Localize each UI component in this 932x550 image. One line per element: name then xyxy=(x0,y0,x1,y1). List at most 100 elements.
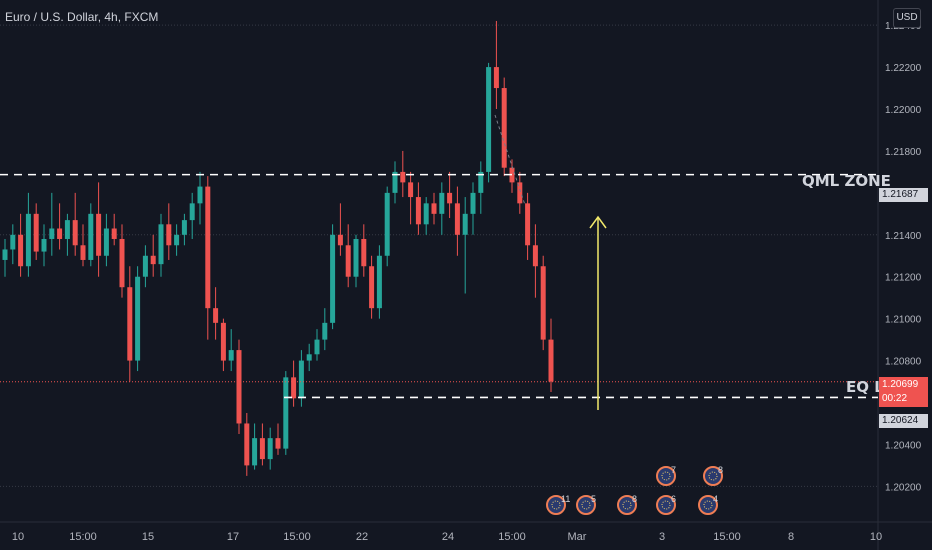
event-count: 4 xyxy=(713,494,718,504)
event-flag-icon xyxy=(703,466,723,486)
candle-body xyxy=(345,245,351,277)
event-count: 7 xyxy=(671,465,676,475)
time-tick-label: 3 xyxy=(659,531,665,543)
time-axis: 10 15:00 15 17 15:00 22 24 15:00 Mar 3 15:00 8 10 xyxy=(12,531,882,543)
price-tick-label: 1.21800 xyxy=(885,147,922,158)
candle-body xyxy=(525,203,531,246)
eu-stars-icon xyxy=(622,500,632,510)
candle-body xyxy=(25,213,31,267)
arrow-head xyxy=(589,215,607,229)
bar-countdown: 00:22 xyxy=(882,393,908,404)
time-tick-label: 17 xyxy=(227,531,239,543)
candle-body xyxy=(337,234,343,246)
candle-body xyxy=(174,234,180,246)
event-count: 8 xyxy=(718,465,723,475)
candle-body xyxy=(189,203,195,221)
qml-price-tag: 1.21687 xyxy=(879,188,928,202)
candle-body xyxy=(501,88,507,168)
price-tick-label: 1.20400 xyxy=(885,440,922,451)
price-tick-label: 1.20200 xyxy=(885,482,922,493)
candle-body xyxy=(220,322,226,361)
time-tick-label: 15:00 xyxy=(498,531,526,543)
candle-body xyxy=(88,213,94,260)
candle-body xyxy=(275,438,281,449)
candle-body xyxy=(532,245,538,267)
time-tick-label: 8 xyxy=(788,531,794,543)
candle-body xyxy=(127,287,133,361)
candle-body xyxy=(462,213,468,235)
candle-body xyxy=(33,213,39,252)
candle-body xyxy=(205,186,211,309)
currency-button[interactable]: USD xyxy=(893,8,921,28)
candle-body xyxy=(330,234,336,323)
candle-body xyxy=(142,255,148,277)
time-tick-label: Mar xyxy=(568,531,587,543)
candle-body xyxy=(447,192,453,204)
symbol-title: Euro / U.S. Dollar, 4h, FXCM xyxy=(5,10,159,24)
candle-body xyxy=(72,220,78,246)
trend-line xyxy=(494,114,526,206)
candle-series xyxy=(2,20,554,476)
eq-price-tag: 1.20624 xyxy=(879,414,928,428)
current-price: 1.20699 xyxy=(882,379,919,390)
price-tick-label: 1.21400 xyxy=(885,231,922,242)
candle-body xyxy=(517,182,523,204)
event-flag-icon xyxy=(617,495,637,515)
candle-body xyxy=(119,238,125,288)
event-count: 6 xyxy=(671,494,676,504)
eu-stars-icon xyxy=(661,500,671,510)
price-tick-label: 1.21200 xyxy=(885,273,922,284)
candle-body xyxy=(369,266,375,309)
candle-body xyxy=(322,322,328,340)
time-tick-label: 10 xyxy=(870,531,882,543)
candle-body xyxy=(236,350,242,424)
candle-body xyxy=(470,192,476,214)
candle-body xyxy=(2,249,8,260)
candle-body xyxy=(548,339,554,382)
event-count: 8 xyxy=(632,494,637,504)
current-price-tag: 1.20699 00:22 xyxy=(879,377,928,407)
candle-body xyxy=(493,67,499,89)
event-flag-icon xyxy=(546,495,566,515)
candle-body xyxy=(103,228,109,256)
candle-body xyxy=(150,255,156,265)
event-flag-icon xyxy=(576,495,596,515)
candle-body xyxy=(361,238,367,267)
candle-body xyxy=(431,203,437,214)
target-arrow xyxy=(589,215,607,410)
price-tick-label: 1.22000 xyxy=(885,105,922,116)
candle-body xyxy=(135,276,141,361)
time-tick-label: 22 xyxy=(356,531,368,543)
candle-body xyxy=(166,224,172,246)
candle-body xyxy=(49,228,55,239)
candle-body xyxy=(454,203,460,235)
candle-body xyxy=(213,308,219,323)
event-count: 5 xyxy=(591,494,596,504)
event-count: 11 xyxy=(561,494,570,504)
event-flag-icon xyxy=(656,495,676,515)
candle-body xyxy=(353,238,359,277)
candle-body xyxy=(415,197,421,225)
time-tick-label: 15:00 xyxy=(283,531,311,543)
time-tick-label: 24 xyxy=(442,531,454,543)
candle-body xyxy=(306,354,312,361)
candle-body xyxy=(80,245,86,260)
eu-stars-icon xyxy=(708,471,718,481)
candle-body xyxy=(228,350,234,361)
candle-body xyxy=(400,171,406,183)
candle-body xyxy=(111,228,117,239)
level-lines xyxy=(0,114,878,399)
eu-stars-icon xyxy=(703,500,713,510)
candle-body xyxy=(197,186,203,204)
candle-body xyxy=(267,438,273,460)
candle-body xyxy=(10,234,16,250)
price-tick-label: 1.20800 xyxy=(885,357,922,368)
price-tick-label: 1.21000 xyxy=(885,315,922,326)
event-flag-icon xyxy=(656,466,676,486)
candle-body xyxy=(540,266,546,340)
qml-zone-label: QML ZONE xyxy=(802,172,891,190)
candle-body xyxy=(291,377,297,399)
candle-body xyxy=(181,220,187,235)
